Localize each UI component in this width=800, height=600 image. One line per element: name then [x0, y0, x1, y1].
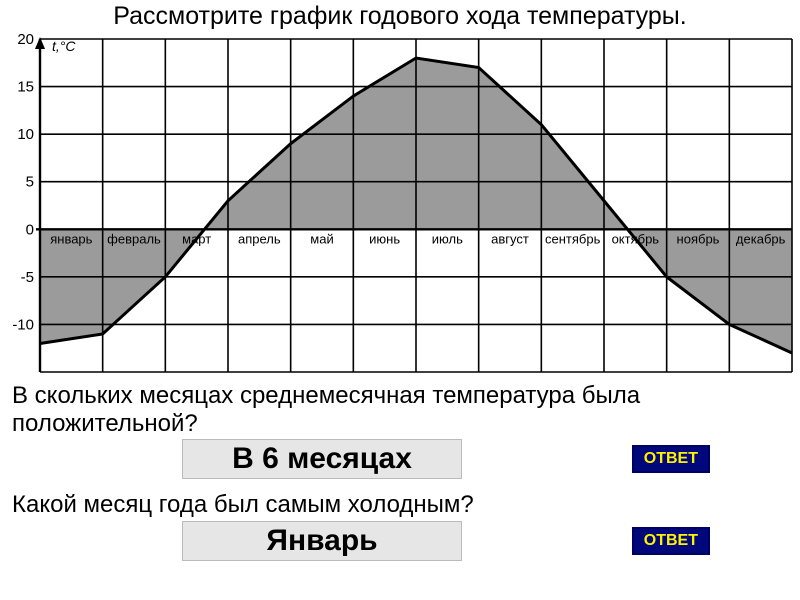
svg-text:-5: -5 [21, 269, 34, 286]
svg-text:декабрь: декабрь [736, 231, 786, 246]
svg-text:май: май [310, 231, 333, 246]
svg-text:ноябрь: ноябрь [677, 231, 720, 246]
svg-text:март: март [182, 231, 211, 246]
answer-row-1: В 6 месяцах ОТВЕТ [0, 439, 800, 479]
answer-row-2: Январь ОТВЕТ [0, 521, 800, 561]
svg-text:-10: -10 [12, 316, 34, 333]
svg-text:20: 20 [17, 33, 34, 48]
svg-text:февраль: февраль [107, 231, 161, 246]
svg-text:10: 10 [17, 126, 34, 143]
svg-text:октябрь: октябрь [612, 231, 660, 246]
svg-text:сентябрь: сентябрь [545, 231, 601, 246]
svg-text:июль: июль [432, 231, 463, 246]
svg-text:5: 5 [26, 174, 34, 191]
svg-text:15: 15 [17, 79, 34, 96]
svg-text:январь: январь [50, 231, 92, 246]
page-title: Рассмотрите график годового хода темпера… [0, 0, 800, 33]
chart-svg: -10 -5 0 5 10 15 20 t,°C январь февраль март апрель… [4, 33, 796, 378]
question-2: Какой месяц года был самым холодным? [0, 487, 800, 519]
temperature-chart: -10 -5 0 5 10 15 20 t,°C январь февраль март апрель… [4, 33, 796, 378]
svg-text:июнь: июнь [369, 231, 400, 246]
answer-1-box: В 6 месяцах [182, 439, 462, 479]
svg-text:0: 0 [26, 221, 34, 238]
svg-text:апрель: апрель [238, 231, 281, 246]
answer-2-box: Январь [182, 521, 462, 561]
svg-text:t,°C: t,°C [52, 38, 76, 54]
answer-2-button[interactable]: ОТВЕТ [632, 527, 710, 555]
answer-1-button[interactable]: ОТВЕТ [632, 445, 710, 473]
svg-text:август: август [491, 231, 529, 246]
question-1: В скольких месяцах среднемесячная темпер… [0, 378, 800, 437]
